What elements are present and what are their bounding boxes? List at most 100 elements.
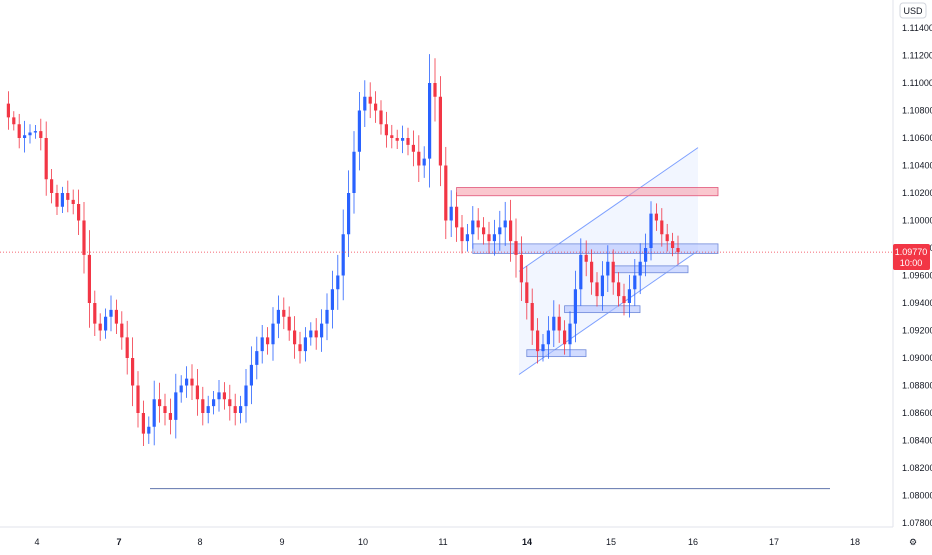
currency-button[interactable]	[899, 2, 927, 19]
candle-body	[336, 275, 340, 290]
candle-body	[514, 241, 518, 255]
candle	[239, 395, 243, 424]
candle	[536, 318, 540, 364]
candle	[320, 309, 324, 352]
price-tick-label: 1.08800	[902, 381, 932, 391]
candle-body	[125, 337, 129, 358]
candle	[563, 320, 567, 355]
time-tick-label: 17	[769, 537, 779, 547]
candle-body	[579, 254, 583, 290]
candle	[422, 146, 426, 178]
candle	[579, 238, 583, 306]
candle	[228, 384, 232, 421]
candle	[303, 327, 307, 362]
candle-body	[411, 144, 415, 152]
candle	[82, 201, 86, 274]
time-tick-label: 18	[850, 537, 860, 547]
candle	[222, 382, 226, 410]
time-axis[interactable]: 4 7 8 9 10 11 14 15 16 17 18 ⚙	[0, 526, 917, 547]
candle	[109, 295, 113, 332]
candle-body	[320, 323, 324, 338]
price-tick-label: 1.11200	[902, 51, 932, 61]
candle-body	[384, 124, 388, 136]
candle-body	[482, 227, 486, 235]
candle-body	[109, 309, 113, 317]
candle	[584, 240, 588, 277]
candle	[282, 297, 286, 330]
candle	[141, 400, 145, 446]
current-price-tag: 1.09770 10:00	[893, 244, 930, 270]
candle	[60, 186, 64, 213]
candle-body	[282, 309, 286, 317]
candle	[590, 249, 594, 295]
candle-body	[276, 309, 280, 324]
price-tick-label: 1.08400	[902, 436, 932, 446]
candle	[595, 272, 599, 307]
price-tick-label: 1.07800	[902, 518, 932, 528]
candle-body	[255, 351, 259, 365]
candle	[314, 318, 318, 350]
time-tick-label: 4	[34, 537, 39, 547]
candle	[190, 364, 194, 400]
price-tick-label: 1.11400	[902, 23, 932, 33]
candle	[357, 91, 361, 171]
candle	[465, 223, 469, 252]
candle	[28, 124, 32, 144]
candle	[627, 274, 631, 318]
candle-body	[120, 323, 124, 338]
candle	[606, 245, 610, 292]
candle-body	[298, 344, 302, 352]
candle	[492, 219, 496, 256]
candle-body	[401, 138, 405, 141]
candle-body	[568, 323, 572, 345]
candle	[482, 217, 486, 245]
candle-body	[390, 135, 394, 138]
candle-body	[244, 385, 248, 407]
candle-body	[660, 220, 664, 235]
candle-body	[136, 385, 140, 413]
candle-body	[222, 392, 226, 400]
candle-body	[438, 96, 442, 166]
candle-body	[60, 193, 64, 207]
candle	[503, 201, 507, 246]
candle-body	[93, 303, 97, 324]
candle	[509, 199, 513, 262]
candle	[136, 371, 140, 428]
candle	[217, 380, 221, 412]
candle-body	[163, 406, 167, 413]
candle	[498, 210, 502, 251]
candle	[249, 346, 253, 405]
candle-body	[525, 282, 529, 303]
candle	[131, 337, 135, 407]
candle	[330, 270, 334, 329]
candle	[638, 243, 642, 295]
candle-body	[638, 261, 642, 276]
candle	[125, 320, 129, 375]
candle-body	[168, 413, 172, 420]
price-tick-label: 1.10600	[902, 133, 932, 143]
candle-body	[12, 117, 16, 125]
candle	[438, 76, 442, 187]
candle-body	[395, 138, 399, 141]
candle	[411, 130, 415, 167]
price-tick-label: 1.08200	[902, 463, 932, 473]
candle-body	[28, 132, 32, 136]
candle	[6, 91, 10, 130]
candle-body	[87, 254, 91, 303]
candle	[98, 313, 102, 341]
candle	[546, 316, 550, 359]
candle	[39, 118, 43, 151]
candle-body	[71, 199, 75, 204]
time-tick-label: 14	[522, 537, 532, 547]
time-tick-label: 8	[197, 537, 202, 547]
candle	[654, 203, 658, 231]
candle	[152, 380, 156, 446]
candle	[66, 180, 70, 213]
settings-icon[interactable]: ⚙	[909, 537, 917, 547]
candle	[93, 290, 97, 336]
candle-body	[627, 289, 631, 303]
price-tick-label: 1.10000	[902, 216, 932, 226]
candle-body	[152, 399, 156, 427]
